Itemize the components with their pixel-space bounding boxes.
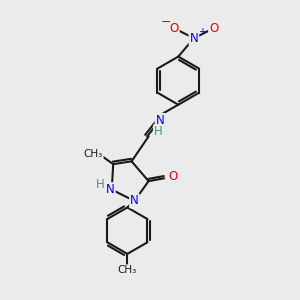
Text: H: H <box>154 125 162 138</box>
Text: CH₃: CH₃ <box>84 149 103 159</box>
Text: O: O <box>209 22 218 35</box>
Text: O: O <box>168 170 177 183</box>
Text: H: H <box>95 178 104 191</box>
Text: N: N <box>130 194 139 208</box>
Text: N: N <box>106 183 115 196</box>
Text: N: N <box>155 114 164 127</box>
Text: O: O <box>169 22 179 35</box>
Text: −: − <box>161 16 171 28</box>
Text: N: N <box>190 32 198 45</box>
Text: +: + <box>198 27 206 37</box>
Text: CH₃: CH₃ <box>118 265 137 275</box>
